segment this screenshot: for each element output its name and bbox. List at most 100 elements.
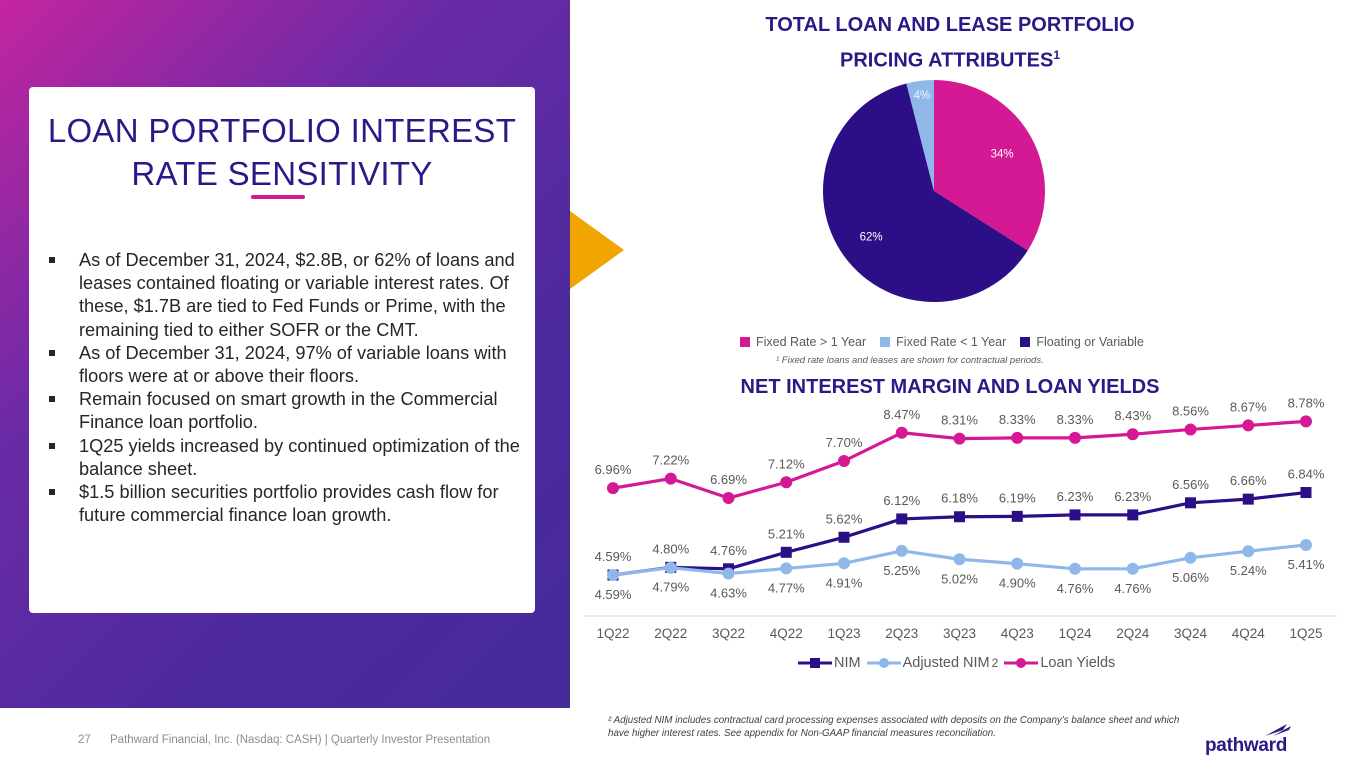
pie-legend-item: Fixed Rate > 1 Year (740, 335, 866, 349)
data-point-marker (1300, 487, 1312, 499)
pie-title-line2: PRICING ATTRIBUTES (839, 49, 1054, 72)
page-number: 27 (78, 734, 91, 746)
data-label: 4.59% (595, 587, 632, 602)
line-chart-legend: NIM Adjusted NIM 2 Loan Yields (798, 655, 1115, 671)
x-tick-label: 2Q22 (654, 626, 687, 641)
data-point-marker (1011, 510, 1023, 522)
data-label: 8.43% (1114, 408, 1151, 423)
data-point-marker (1011, 557, 1024, 570)
data-label: 6.69% (710, 472, 747, 487)
data-point-marker (1184, 551, 1197, 564)
bullet-item: Remain focused on smart growth in the Co… (47, 388, 522, 434)
x-tick-label: 3Q22 (712, 626, 745, 641)
data-point-marker (1242, 545, 1255, 558)
data-point-marker (722, 567, 735, 580)
pie-legend: Fixed Rate > 1 Year Fixed Rate < 1 Year Fl… (740, 335, 1144, 349)
x-tick-label: 1Q22 (596, 626, 629, 641)
data-label: 4.76% (1114, 581, 1151, 596)
data-point-marker (1126, 428, 1139, 441)
data-label: 7.12% (768, 456, 805, 471)
data-label: 4.76% (1057, 581, 1094, 596)
line-chart-title: NET INTEREST MARGIN AND LOAN YIELDS (740, 376, 1160, 398)
pie-legend-label: Fixed Rate > 1 Year (756, 335, 867, 349)
data-label: 5.62% (826, 511, 863, 526)
legend-marker-icon (1004, 658, 1039, 668)
data-label: 6.96% (595, 462, 632, 477)
data-point-marker (1242, 419, 1255, 432)
pie-legend-label: Floating or Variable (1036, 335, 1144, 349)
data-label: 7.22% (652, 453, 689, 468)
data-point-marker (1126, 562, 1139, 575)
legend-swatch (1020, 337, 1031, 347)
data-label: 4.63% (710, 586, 747, 601)
data-label: 6.23% (1114, 489, 1151, 504)
x-tick-label: 2Q24 (1116, 626, 1150, 641)
x-tick-label: 1Q25 (1289, 626, 1322, 641)
data-point-marker (1127, 509, 1139, 521)
x-tick-label: 4Q23 (1001, 626, 1034, 641)
data-point-marker (1184, 423, 1197, 436)
card-title-line2: RATE SENSITIVITY (131, 155, 433, 192)
pie-slice-label: 62% (860, 232, 883, 244)
data-point-marker (953, 432, 966, 445)
arrow-pointer (570, 211, 624, 289)
data-point-marker (1185, 497, 1196, 509)
data-label: 8.67% (1230, 399, 1267, 414)
x-tick-label: 1Q23 (827, 626, 860, 641)
card-title-line1: LOAN PORTFOLIO INTEREST (47, 112, 517, 149)
data-label: 6.12% (883, 493, 920, 508)
data-point-marker (1069, 431, 1081, 444)
data-point-marker (1300, 415, 1312, 428)
legend-marker-icon (866, 658, 901, 668)
legend-marker-icon (798, 658, 832, 668)
x-tick-label: 3Q24 (1174, 626, 1208, 641)
pathward-logo: pathward (1205, 722, 1305, 758)
footer-text: Pathward Financial, Inc. (Nasdaq: CASH) … (110, 734, 491, 746)
data-label: 4.90% (999, 576, 1036, 591)
data-point-marker (607, 482, 619, 495)
line-legend-label: Adjusted NIM (902, 655, 990, 671)
line-legend-label: NIM (834, 655, 861, 671)
data-label: 8.33% (1057, 412, 1094, 427)
adjusted-nim-footnote: ² Adjusted NIM includes contractual card… (608, 715, 1180, 739)
pie-legend-item: Floating or Variable (1020, 335, 1144, 349)
data-point-marker (954, 511, 965, 523)
logo-swoosh-icon (1265, 724, 1291, 736)
data-point-marker (838, 531, 850, 543)
data-point-marker (953, 553, 966, 566)
data-point-marker (1069, 562, 1081, 575)
line-legend-item: NIM (798, 655, 861, 671)
logo-text: pathward (1205, 735, 1288, 756)
data-label: 8.56% (1172, 403, 1209, 418)
line-legend-item: Loan Yields (1004, 655, 1115, 671)
data-label: 6.18% (941, 491, 978, 506)
sensitivity-card: LOAN PORTFOLIO INTEREST RATE SENSITIVITY… (29, 87, 535, 613)
data-label: 6.56% (1172, 477, 1209, 492)
data-point-marker (722, 492, 735, 505)
data-label: 8.78% (1288, 395, 1325, 410)
data-label: 5.06% (1172, 570, 1209, 585)
pie-legend-label: Fixed Rate < 1 Year (896, 335, 1007, 349)
data-point-marker (838, 557, 850, 570)
x-tick-label: 4Q22 (770, 626, 803, 641)
data-point-marker (838, 455, 850, 467)
x-tick-label: 4Q24 (1232, 626, 1266, 641)
data-label: 6.19% (999, 490, 1036, 505)
data-point-marker (1300, 538, 1312, 551)
data-label: 6.66% (1230, 473, 1267, 488)
pie-chart-title: TOTAL LOAN AND LEASE PORTFOLIO PRICING A… (700, 10, 1200, 76)
bullet-item: As of December 31, 2024, $2.8B, or 62% o… (47, 249, 522, 342)
pie-title-line1: TOTAL LOAN AND LEASE PORTFOLIO (765, 14, 1135, 36)
data-label: 5.21% (768, 526, 805, 541)
title-underline (251, 195, 305, 199)
x-tick-label: 2Q23 (885, 626, 918, 641)
page-footer: 27 Pathward Financial, Inc. (Nasdaq: CAS… (78, 734, 490, 746)
legend-swatch (880, 337, 891, 347)
data-label: 8.33% (999, 412, 1036, 427)
data-point-marker (1011, 431, 1024, 444)
pie-title-footnote-mark: 1 (1053, 48, 1061, 62)
legend-footnote-mark: 2 (991, 656, 999, 670)
line-legend-item: Adjusted NIM 2 (866, 655, 999, 671)
data-label: 6.84% (1288, 467, 1325, 482)
data-label: 5.02% (941, 571, 978, 586)
